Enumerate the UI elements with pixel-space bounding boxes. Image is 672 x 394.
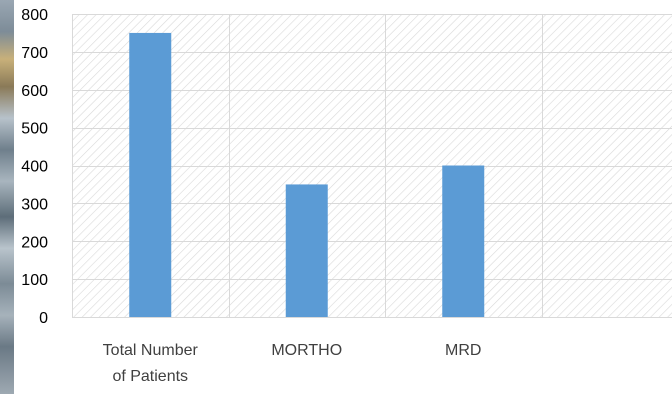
y-axis-tick-labels: 0 100 200 300 400 500 600 700 800	[21, 7, 48, 327]
y-tick-label-100: 100	[21, 272, 48, 289]
y-tick-label-800: 800	[21, 7, 48, 24]
bars	[129, 32, 485, 317]
x-axis-category-labels: Total Number of Patients MORTHO MRD	[103, 342, 482, 385]
gridlines	[72, 14, 672, 318]
y-tick-label-300: 300	[21, 196, 48, 213]
category-label-0-0: Total Number	[103, 342, 199, 359]
bar-2	[442, 165, 485, 317]
y-tick-label-0: 0	[39, 310, 48, 327]
bar-0	[129, 32, 172, 317]
background-photo-strip	[0, 0, 14, 394]
y-tick-label-700: 700	[21, 45, 48, 62]
bar-1	[285, 184, 328, 317]
plot-area	[72, 14, 672, 317]
y-tick-label-200: 200	[21, 234, 48, 251]
category-label-0-1: of Patients	[112, 368, 188, 385]
y-tick-label-500: 500	[21, 121, 48, 138]
category-label-1-0: MORTHO	[271, 342, 342, 359]
category-label-2-0: MRD	[445, 342, 481, 359]
y-tick-label-400: 400	[21, 159, 48, 176]
y-tick-label-600: 600	[21, 83, 48, 100]
